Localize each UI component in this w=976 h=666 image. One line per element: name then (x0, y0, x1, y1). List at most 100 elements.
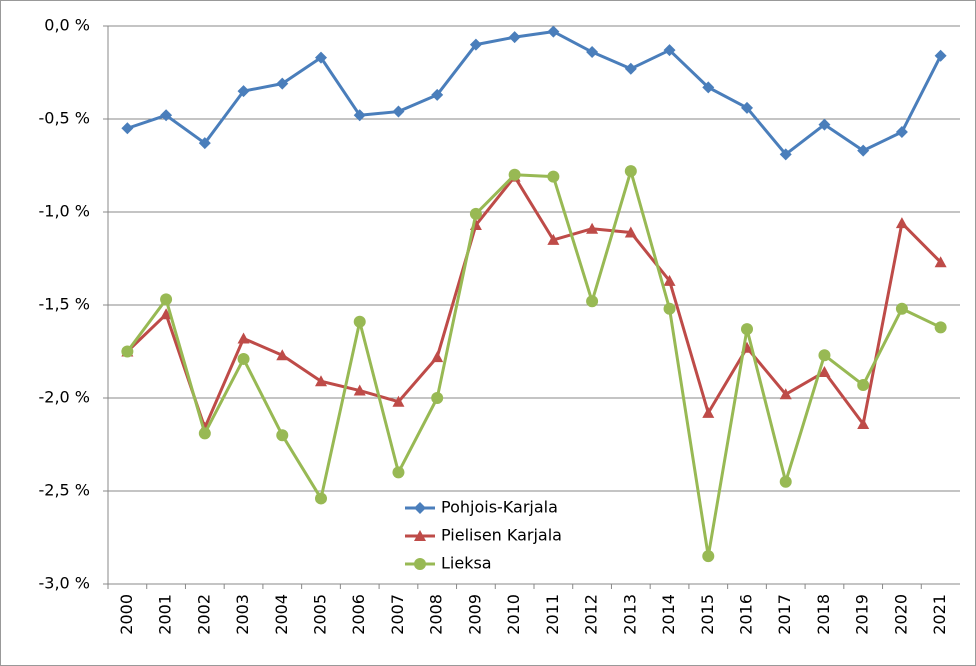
marker (237, 332, 250, 344)
marker (779, 475, 792, 488)
marker (934, 256, 947, 268)
marker (414, 558, 426, 570)
marker (469, 38, 482, 51)
marker (702, 406, 715, 418)
marker (353, 315, 366, 328)
marker (469, 207, 482, 220)
y-tick-label: -1,0 % (38, 202, 90, 221)
y-tick-label: -2,5 % (38, 481, 90, 500)
marker (895, 302, 908, 315)
marker (237, 352, 250, 365)
x-tick-label: 2004 (272, 594, 291, 635)
marker (895, 126, 908, 139)
series-line (126, 169, 942, 558)
legend-label: Lieksa (441, 554, 492, 573)
marker (702, 550, 715, 563)
marker (160, 308, 173, 320)
marker (392, 105, 405, 118)
x-tick-label: 2016 (737, 594, 756, 635)
marker (121, 345, 134, 358)
marker (624, 165, 637, 178)
marker (663, 44, 676, 57)
marker (818, 365, 831, 377)
series-line (126, 175, 942, 430)
marker (857, 378, 870, 391)
marker (857, 144, 870, 157)
marker (198, 137, 211, 150)
marker (547, 25, 560, 38)
series-line (126, 30, 942, 156)
x-tick-label: 2019 (853, 594, 872, 635)
marker (121, 122, 134, 135)
x-tick-label: 2013 (620, 594, 639, 635)
marker (547, 233, 560, 245)
x-tick-label: 2008 (427, 594, 446, 635)
marker (934, 321, 947, 334)
x-tick-label: 2021 (930, 594, 949, 635)
x-tick-label: 2011 (543, 594, 562, 635)
marker (414, 502, 426, 514)
x-tick-label: 2009 (465, 594, 484, 635)
marker (779, 388, 792, 400)
marker (586, 295, 599, 308)
legend-label: Pielisen Karjala (441, 526, 562, 545)
marker (663, 302, 676, 315)
x-tick-label: 2001 (156, 594, 175, 635)
x-tick-label: 2012 (582, 594, 601, 635)
marker (160, 109, 173, 122)
x-tick-label: 2006 (349, 594, 368, 635)
marker (663, 274, 676, 286)
marker (586, 46, 599, 59)
x-tick-label: 2010 (504, 594, 523, 635)
x-tick-label: 2003 (233, 594, 252, 635)
marker (857, 418, 870, 430)
marker (315, 492, 327, 505)
x-tick-label: 2015 (698, 594, 717, 635)
marker (895, 217, 908, 229)
x-tick-label: 2020 (891, 594, 910, 635)
marker (586, 222, 599, 234)
marker (431, 351, 444, 363)
marker (276, 429, 289, 442)
marker (818, 118, 831, 131)
legend-label: Pohjois-Karjala (441, 498, 558, 517)
marker (741, 101, 753, 114)
marker (315, 51, 327, 64)
marker (818, 349, 831, 362)
x-tick-label: 2000 (117, 594, 136, 635)
marker (160, 293, 173, 306)
x-tick-label: 2017 (775, 594, 794, 635)
marker (508, 31, 521, 44)
marker (276, 349, 289, 361)
y-tick-label: -0,5 % (38, 109, 90, 128)
marker (198, 427, 211, 440)
marker (315, 375, 327, 387)
marker (431, 88, 444, 101)
x-tick-label: 2018 (814, 594, 833, 635)
marker (508, 168, 521, 181)
marker (353, 384, 366, 396)
y-tick-label: -1,5 % (38, 295, 90, 314)
marker (779, 148, 792, 161)
y-tick-label: 0,0 % (44, 16, 90, 35)
marker (392, 466, 405, 479)
marker (741, 323, 753, 336)
marker (624, 226, 637, 238)
marker (353, 109, 366, 122)
marker (392, 395, 405, 407)
marker (547, 170, 560, 183)
x-tick-label: 2005 (311, 594, 330, 635)
marker (431, 392, 444, 404)
marker (934, 49, 947, 62)
marker (624, 62, 637, 75)
y-tick-label: -3,0 % (38, 574, 90, 593)
x-tick-label: 2014 (659, 594, 678, 635)
marker (276, 77, 289, 90)
x-tick-label: 2002 (194, 594, 213, 635)
x-tick-label: 2007 (388, 594, 407, 635)
legend: Pohjois-Karjala Pielisen Karjala Lieksa (405, 498, 562, 573)
y-tick-label: -2,0 % (38, 388, 90, 407)
marker (237, 85, 250, 98)
